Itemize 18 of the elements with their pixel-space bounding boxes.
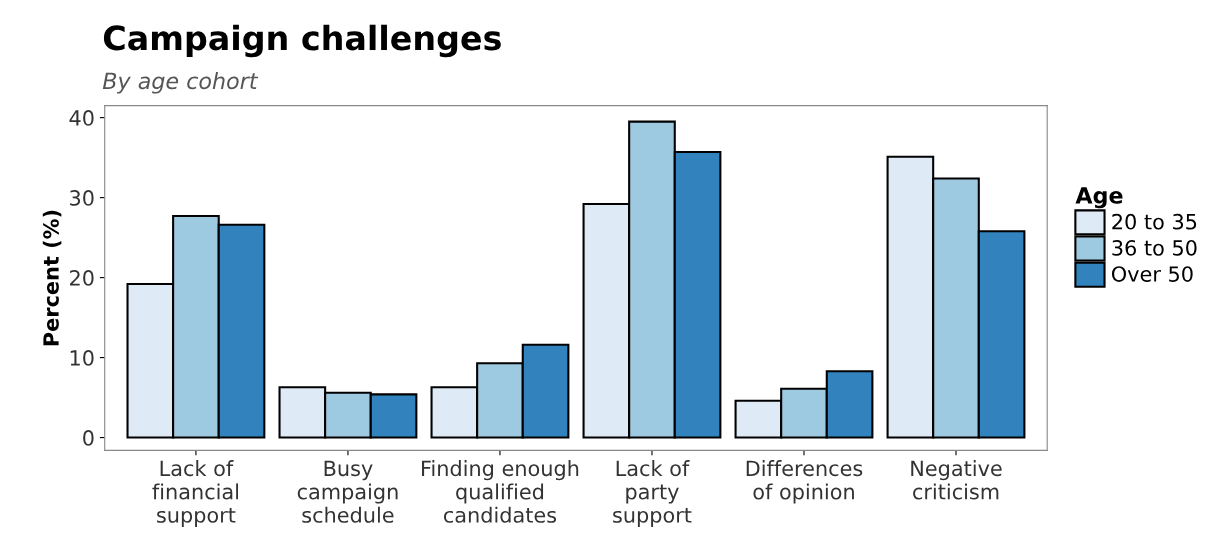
y-tick-label: 40 — [69, 110, 94, 126]
chart-title: Campaign challenges — [103, 24, 501, 58]
chart-subtitle: By age cohort — [102, 72, 259, 94]
legend-label: 36 to 50 — [1112, 239, 1197, 256]
legend-label: 20 to 35 — [1112, 213, 1197, 230]
y-tick-label: 10 — [70, 350, 94, 366]
x-tick-label: Negative criticism — [911, 460, 1002, 500]
y-axis-title: Percent (%) — [42, 210, 62, 346]
x-tick-label: Differences of opinion — [746, 460, 863, 504]
y-tick-label: 30 — [70, 190, 94, 206]
x-tick-label: Lack of financial support — [152, 460, 239, 527]
legend-title: Age — [1075, 187, 1123, 209]
x-tick-label: Busy campaign schedule — [297, 460, 398, 523]
legend-label: Over 50 — [1111, 266, 1193, 282]
y-tick-label: 20 — [70, 270, 94, 286]
x-tick-label: Lack of party support — [613, 460, 692, 527]
x-tick-label: Finding enough qualified candidates — [422, 460, 579, 523]
y-tick-label: 0 — [83, 430, 94, 446]
